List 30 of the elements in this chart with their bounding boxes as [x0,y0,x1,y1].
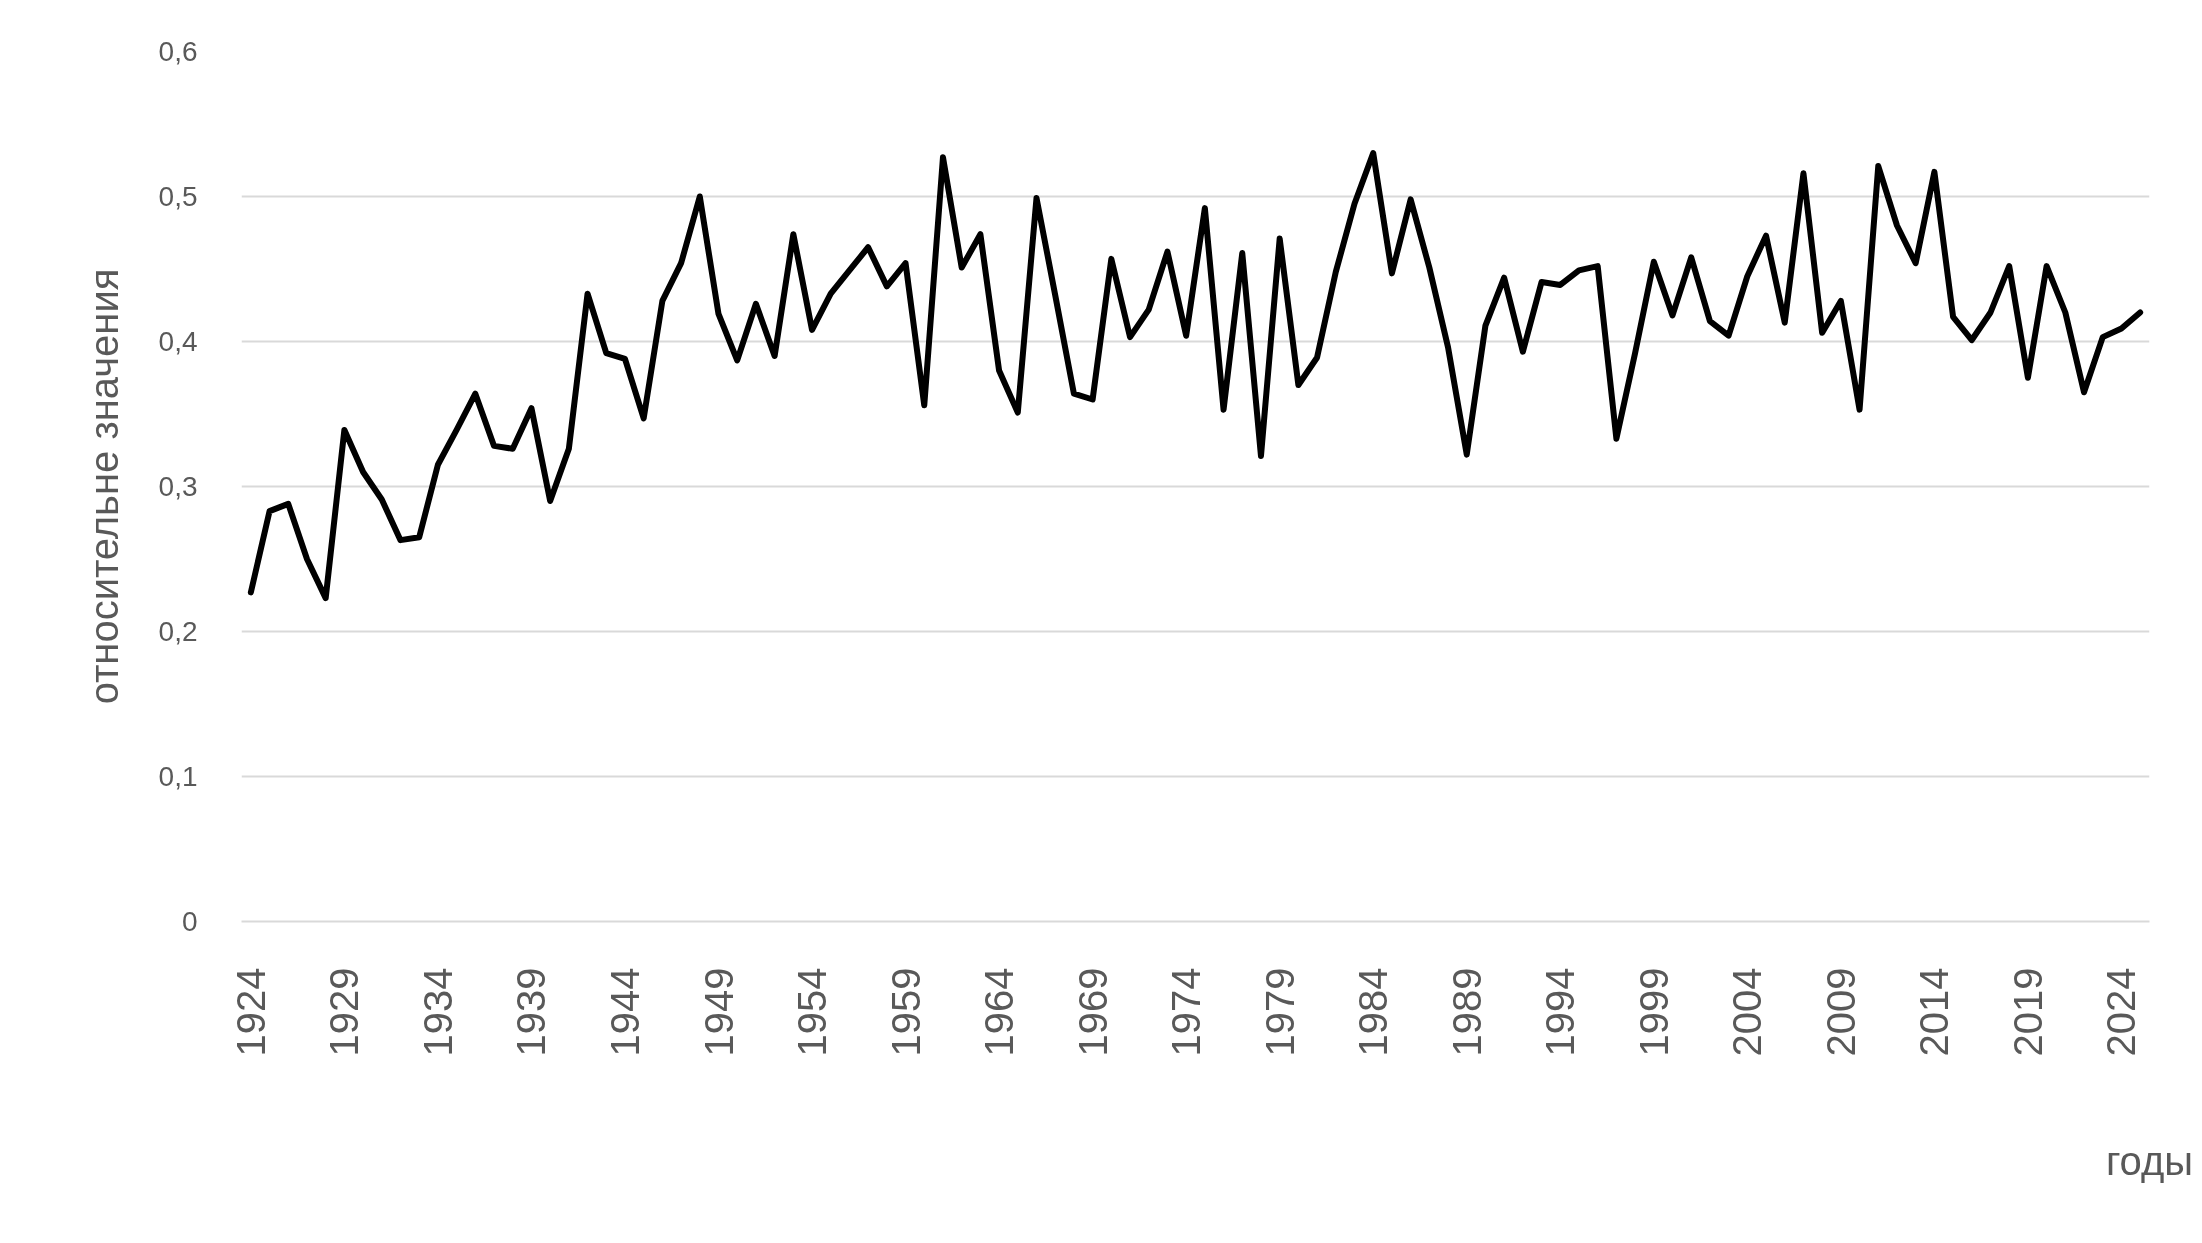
x-tick-label: 2004 [1725,967,1770,1057]
x-tick-label: 1974 [1164,967,1209,1057]
x-tick-label: 1984 [1351,967,1396,1057]
y-tick-label: 0,2 [158,616,198,647]
x-tick-label: 1999 [1631,967,1676,1057]
x-axis-title: годы [2105,1139,2194,1184]
x-tick-label: 1979 [1257,967,1302,1057]
y-tick-label: 0,1 [158,761,198,792]
x-tick-label: 1934 [415,967,460,1057]
x-tick-label: 2014 [1912,967,1957,1057]
x-tick-label: 2019 [2005,967,2050,1057]
y-tick-label: 0 [181,906,198,937]
y-tick-label: 0,5 [158,181,198,212]
x-tick-label: 1994 [1538,967,1583,1057]
x-tick-label: 1944 [602,967,647,1057]
y-tick-label: 0,4 [158,326,198,357]
x-tick-label: 1964 [977,967,1022,1057]
x-tick-label: 1954 [790,967,835,1057]
x-tick-label: 1989 [1444,967,1489,1057]
x-tick-label: 1929 [322,967,367,1057]
x-tick-label: 1959 [883,967,928,1057]
x-tick-label: 2024 [2099,967,2144,1057]
x-tick-label: 1949 [696,967,741,1057]
x-tick-label: 2009 [1818,967,1863,1057]
x-tick-label: 1969 [1070,967,1115,1057]
x-tick-label: 1939 [509,967,554,1057]
x-tick-label: 1924 [228,967,273,1057]
y-axis-title: относительне значения [81,268,126,705]
y-tick-label: 0,6 [158,36,198,67]
y-tick-label: 0,3 [158,471,198,502]
